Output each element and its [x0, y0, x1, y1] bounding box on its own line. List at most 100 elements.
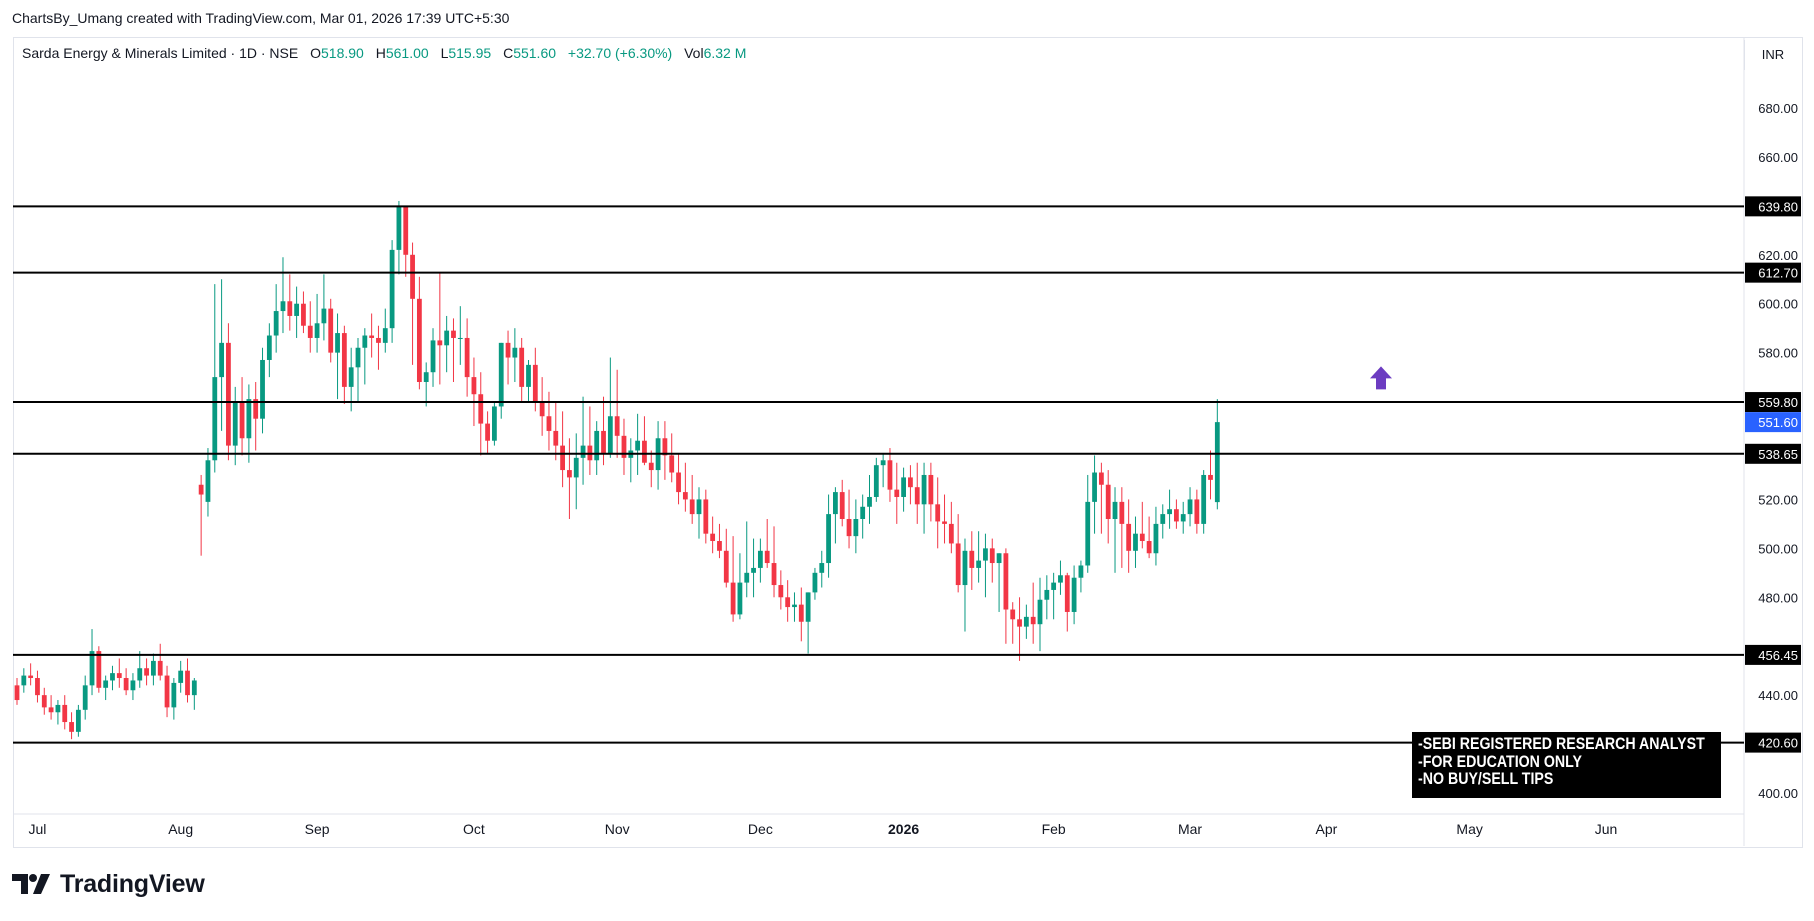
- candle-down: [451, 330, 456, 338]
- candle-down: [505, 342, 511, 358]
- y-tick-label: 480.00: [1758, 590, 1798, 605]
- candle-down: [553, 430, 559, 446]
- close-value: 551.60: [513, 45, 557, 61]
- y-tick-label: 440.00: [1758, 688, 1798, 703]
- candle-up: [151, 660, 156, 676]
- close-label: C: [503, 45, 514, 61]
- candle-up: [389, 249, 395, 329]
- candle-up: [573, 457, 579, 478]
- high-value: 561.00: [385, 45, 429, 61]
- candle-up: [1187, 499, 1193, 515]
- candle-up: [219, 342, 224, 378]
- high-label: H: [375, 45, 386, 61]
- candle-up: [246, 399, 252, 439]
- candle-up: [103, 680, 109, 688]
- candle-up: [362, 335, 368, 348]
- candle-up: [1180, 514, 1186, 522]
- tradingview-logo[interactable]: TradingView: [12, 868, 205, 900]
- candle-up: [1085, 501, 1091, 566]
- candle-down: [471, 377, 477, 395]
- candle-up: [1153, 523, 1159, 554]
- candle-up: [921, 474, 927, 505]
- candle-down: [253, 399, 259, 419]
- candle-down: [1126, 523, 1132, 551]
- x-tick-label: Apr: [1316, 821, 1338, 837]
- symbol-legend[interactable]: Sarda Energy & Minerals Limited · 1D · N…: [22, 45, 746, 61]
- candle-up: [21, 675, 27, 686]
- candle-down: [226, 342, 231, 446]
- candle-up: [75, 709, 81, 732]
- candle-up: [1160, 514, 1166, 524]
- candle-down: [648, 462, 654, 471]
- candle-down: [1146, 541, 1152, 554]
- symbol-name[interactable]: Sarda Energy & Minerals Limited · 1D · N…: [22, 45, 299, 61]
- candle-down: [62, 704, 68, 723]
- candle-down: [560, 445, 565, 471]
- x-tick-label: Jun: [1595, 821, 1618, 837]
- candle-down: [1098, 472, 1104, 485]
- disclaimer-line: -NO BUY/SELL TIPS: [1418, 770, 1554, 788]
- candle-down: [307, 325, 313, 338]
- currency-button[interactable]: INR: [1744, 40, 1801, 70]
- candle-up: [744, 572, 750, 583]
- candle-down: [989, 548, 995, 564]
- candle-up: [1201, 474, 1207, 524]
- candle-down: [341, 333, 347, 387]
- candle-down: [144, 668, 149, 676]
- candle-down: [669, 455, 675, 473]
- change-value: +32.70 (+6.30%): [567, 45, 673, 61]
- candle-down: [785, 597, 791, 608]
- candle-down: [1208, 474, 1213, 480]
- candle-up: [110, 673, 115, 681]
- x-tick-label: Nov: [605, 821, 630, 837]
- candle-down: [1105, 484, 1111, 519]
- candle-up: [260, 359, 265, 419]
- candle-down: [164, 675, 170, 708]
- candle-up: [737, 582, 743, 615]
- candle-up: [805, 592, 811, 622]
- candle-up: [512, 347, 518, 358]
- candle-up: [1058, 575, 1063, 583]
- level-price-label: 538.65: [1758, 447, 1798, 462]
- candle-up: [444, 330, 450, 346]
- chart-panel[interactable]: [13, 37, 1803, 848]
- candle-up: [423, 372, 429, 382]
- candle-down: [798, 604, 804, 622]
- candle-down: [185, 670, 190, 696]
- candle-up: [1051, 582, 1057, 590]
- candle-up: [594, 430, 600, 461]
- brand-name: TradingView: [60, 869, 205, 898]
- candle-up: [1214, 422, 1220, 503]
- candle-up: [321, 308, 327, 324]
- candle-down: [601, 430, 606, 453]
- candle-down: [642, 440, 647, 463]
- candle-down: [1010, 609, 1016, 620]
- candle-down: [1139, 533, 1145, 542]
- disclaimer-box: -SEBI REGISTERED RESEARCH ANALYST -FOR E…: [1412, 732, 1721, 798]
- candle-up: [492, 406, 497, 441]
- candle-down: [198, 484, 204, 495]
- candle-up: [273, 311, 279, 336]
- up-arrow-icon: [1370, 366, 1392, 390]
- candle-up: [819, 563, 825, 573]
- candle-up: [348, 367, 354, 387]
- tradingview-logo-icon: [12, 874, 50, 894]
- candle-up: [1112, 501, 1118, 519]
- y-tick-label: 620.00: [1758, 248, 1798, 263]
- candle-down: [301, 303, 306, 326]
- y-tick-label: 580.00: [1758, 346, 1798, 361]
- level-price-tag: [1745, 196, 1801, 217]
- candle-up: [178, 670, 184, 683]
- y-tick-label: 660.00: [1758, 150, 1798, 165]
- candle-down: [123, 678, 129, 691]
- candle-up: [294, 303, 300, 316]
- candle-up: [498, 342, 504, 407]
- last-price-label: 551.60: [1758, 415, 1798, 430]
- candle-down: [69, 722, 74, 732]
- volume-label: Vol: [684, 45, 704, 61]
- candle-down: [1030, 616, 1036, 625]
- candle-down: [376, 337, 381, 343]
- y-tick-label: 500.00: [1758, 541, 1798, 556]
- candle-up: [901, 477, 906, 497]
